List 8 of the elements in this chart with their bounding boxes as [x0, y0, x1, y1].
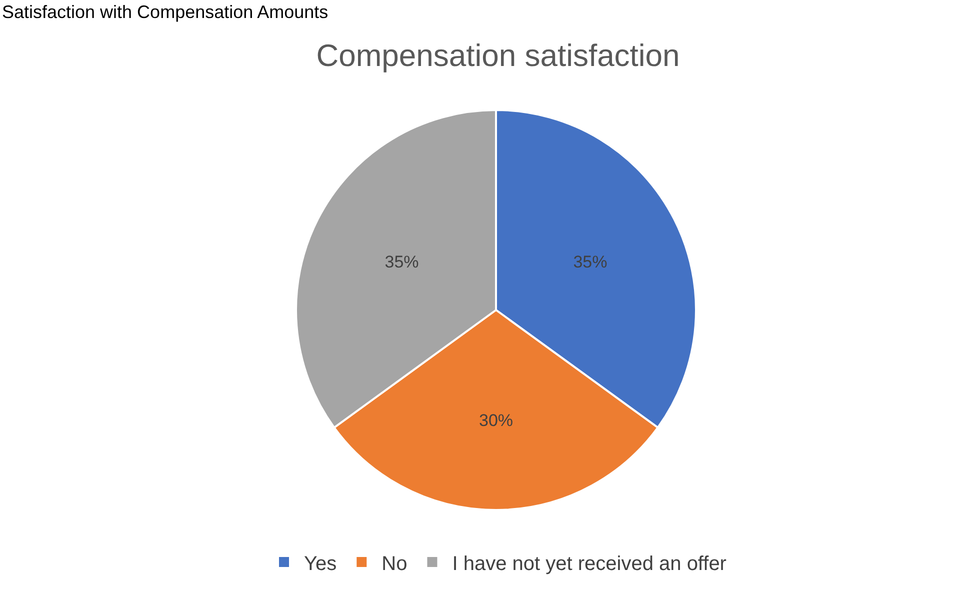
legend-label: Yes: [304, 552, 337, 575]
data-label: 30%: [478, 411, 514, 430]
chart-title: Compensation satisfaction: [316, 38, 680, 73]
text: Satisfaction with Compensation Amounts: [2, 2, 328, 22]
data-label: 35%: [384, 252, 419, 272]
legend-label: I have not yet received an offer: [452, 552, 727, 575]
data-label: 35%: [573, 252, 608, 272]
legend-label: No: [382, 552, 408, 575]
